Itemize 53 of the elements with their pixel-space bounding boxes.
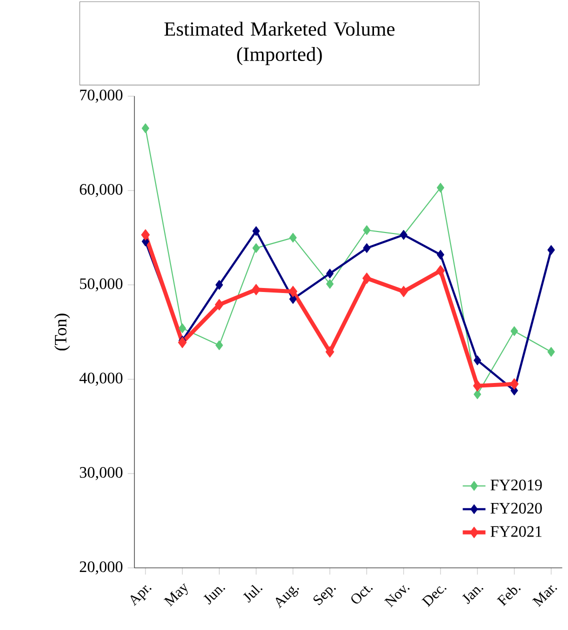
y-tick-label: 30,000 <box>80 467 122 480</box>
y-tick-label: 60,000 <box>80 184 122 198</box>
y-tick-label: 50,000 <box>80 278 122 292</box>
point <box>326 346 334 358</box>
point <box>547 346 555 357</box>
x-tick-label: Jun. <box>203 587 226 605</box>
point <box>216 340 224 350</box>
point <box>252 243 260 253</box>
point <box>141 229 150 241</box>
point <box>363 243 371 253</box>
point <box>326 279 334 289</box>
point <box>216 280 224 290</box>
point <box>178 323 186 334</box>
point <box>510 378 519 390</box>
x-tick-label: Sep. <box>314 587 336 606</box>
chart-title: Estimated Marketed Volume (Imported) <box>164 22 395 66</box>
point <box>474 355 482 366</box>
x-tick-label: Aug. <box>276 586 299 608</box>
point <box>363 225 371 236</box>
legend-label: FY2021 <box>490 526 542 537</box>
point <box>214 299 224 310</box>
point <box>436 182 444 193</box>
point <box>178 336 187 348</box>
y-tick-label: 40,000 <box>80 372 122 386</box>
y-tick-label: 70,000 <box>80 90 122 103</box>
x-tick-label: Apr. <box>130 585 152 606</box>
point <box>252 284 260 296</box>
point <box>399 286 408 298</box>
y-axis-title: (Ton) <box>54 314 70 350</box>
point <box>289 232 297 243</box>
point <box>288 286 298 298</box>
x-tick-label: Oct. <box>351 586 373 604</box>
point <box>436 250 444 260</box>
point <box>473 380 482 392</box>
x-tick-label: Feb. <box>496 587 521 606</box>
point <box>252 226 260 236</box>
point <box>326 268 334 278</box>
point <box>547 245 555 255</box>
point <box>436 265 445 276</box>
point <box>289 294 297 304</box>
point <box>510 326 518 336</box>
x-tick-label: Mar. <box>532 585 558 607</box>
legend-label: FY2019 <box>490 480 542 490</box>
x-tick-label: Jul. <box>243 584 262 603</box>
x-tick-label: May <box>164 583 188 607</box>
y-tick-label: 20,000 <box>80 561 122 574</box>
point <box>474 389 482 400</box>
legend-label: FY2020 <box>490 502 542 514</box>
x-tick-label: Nov. <box>384 585 410 608</box>
point <box>362 272 372 284</box>
x-tick-label: Dec. <box>422 586 446 607</box>
x-tick-label: Jan. <box>462 587 484 604</box>
point <box>142 123 150 134</box>
